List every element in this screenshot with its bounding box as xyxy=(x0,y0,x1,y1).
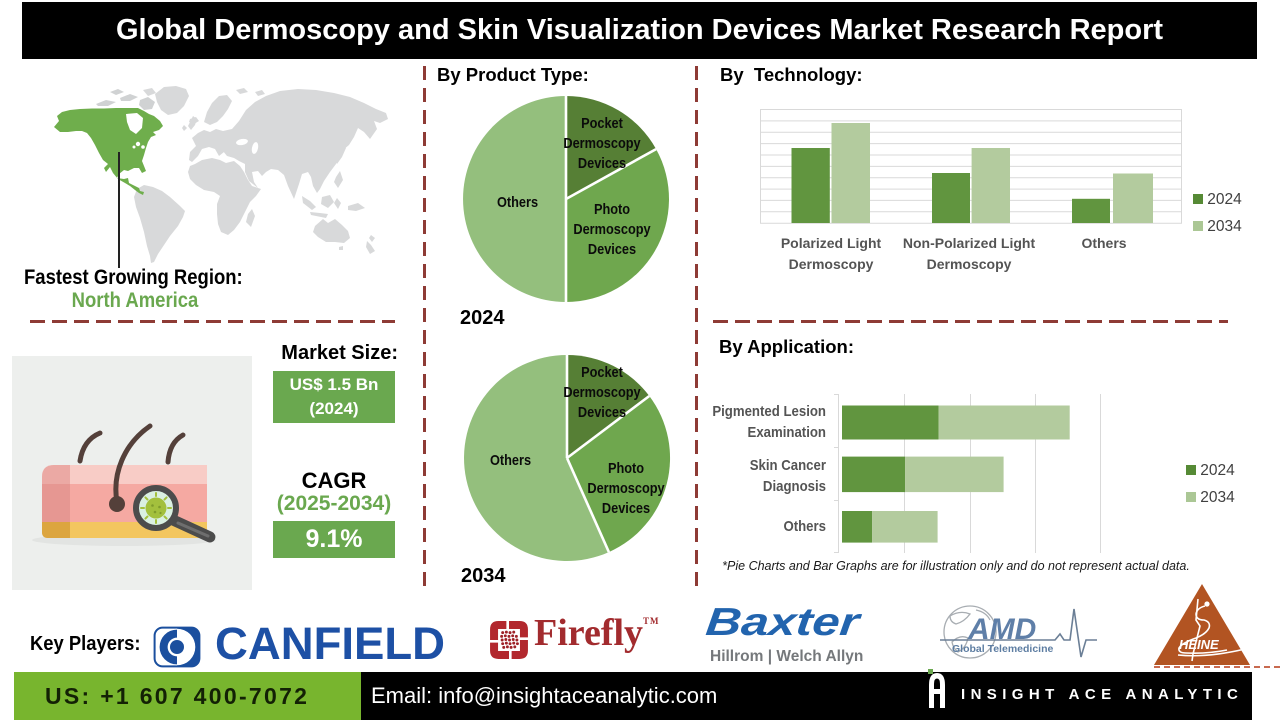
svg-text:Global Telemedicine: Global Telemedicine xyxy=(952,643,1053,655)
svg-text:HEINE: HEINE xyxy=(1179,637,1219,652)
svg-text:AMD: AMD xyxy=(967,613,1036,646)
